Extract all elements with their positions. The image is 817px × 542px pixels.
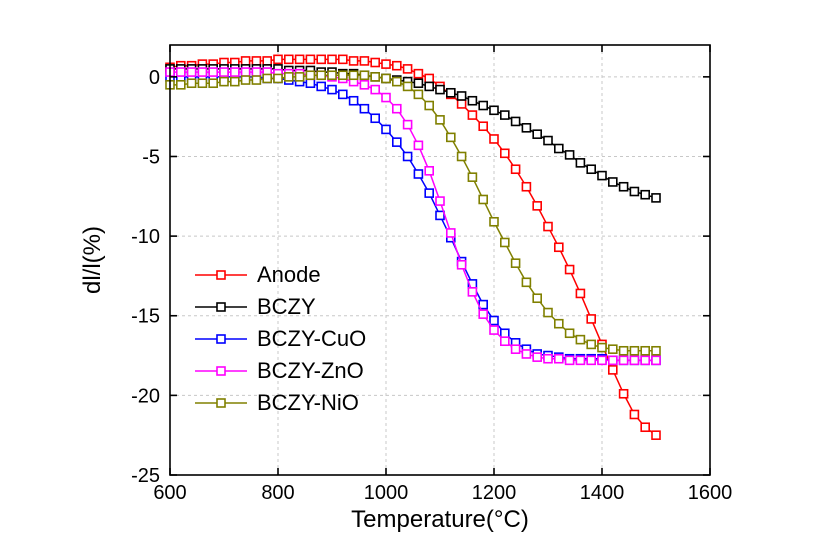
dilatometry-chart: 6008001000120014001600-25-20-15-10-50Tem… — [0, 0, 817, 542]
legend-label: BCZY — [257, 294, 316, 319]
ytick-label: -20 — [131, 385, 160, 407]
legend: Anode BCZY BCZY-CuO BCZY-ZnO BCZY-NiO — [195, 262, 366, 415]
xtick-label: 1200 — [472, 482, 517, 504]
legend-label: BCZY-ZnO — [257, 358, 364, 383]
legend-label: Anode — [257, 262, 321, 287]
xtick-label: 1000 — [364, 482, 409, 504]
ytick-label: -25 — [131, 465, 160, 487]
series-line-BCZY-ZnO — [170, 72, 656, 360]
legend-label: BCZY-NiO — [257, 390, 359, 415]
xtick-label: 800 — [261, 482, 294, 504]
ytick-label: 0 — [149, 67, 160, 89]
xtick-label: 1600 — [688, 482, 733, 504]
ytick-label: -5 — [142, 146, 160, 168]
legend-label: BCZY-CuO — [257, 326, 366, 351]
xtick-label: 1400 — [580, 482, 625, 504]
y-axis-label: dl/l(%) — [79, 226, 106, 294]
ytick-label: -15 — [131, 306, 160, 328]
ytick-label: -10 — [131, 226, 160, 248]
x-axis-label: Temperature(°C) — [351, 506, 529, 533]
axis-frame — [170, 45, 710, 475]
series-line-BCZY-NiO — [170, 75, 656, 351]
chart-svg: 6008001000120014001600-25-20-15-10-50Tem… — [0, 0, 817, 542]
series-line-Anode — [170, 59, 656, 435]
series-line-BCZY-CuO — [170, 77, 656, 360]
